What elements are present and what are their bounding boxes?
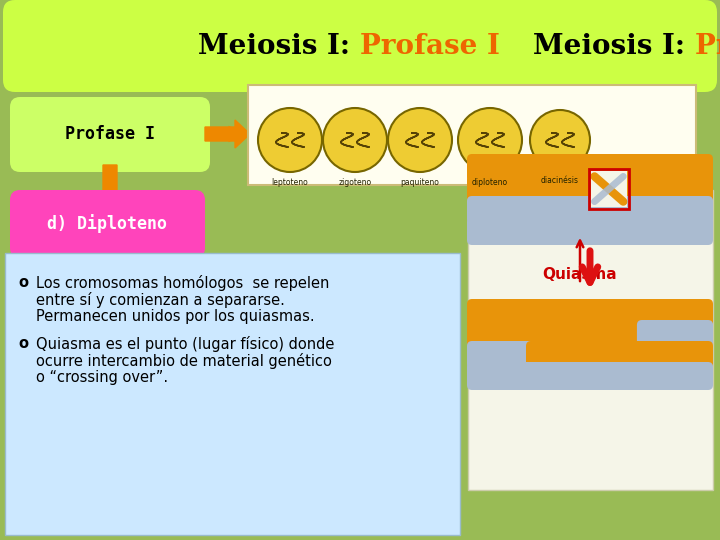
FancyBboxPatch shape	[10, 97, 210, 172]
Text: Profase I: Profase I	[65, 125, 155, 143]
Circle shape	[530, 110, 590, 170]
Circle shape	[258, 108, 322, 172]
FancyBboxPatch shape	[467, 217, 713, 245]
Text: Quiasma es el punto (lugar físico) donde: Quiasma es el punto (lugar físico) donde	[36, 336, 334, 352]
FancyBboxPatch shape	[468, 190, 713, 490]
Circle shape	[388, 108, 452, 172]
Text: leptoteno: leptoteno	[271, 178, 308, 187]
Text: d) Diploteno: d) Diploteno	[47, 214, 167, 233]
Text: Profase I: Profase I	[695, 32, 720, 59]
Bar	[589, 169, 629, 209]
FancyBboxPatch shape	[467, 175, 713, 203]
FancyBboxPatch shape	[248, 85, 696, 185]
Text: diploteno: diploteno	[472, 178, 508, 187]
FancyBboxPatch shape	[5, 253, 460, 535]
Text: zigoteno: zigoteno	[338, 178, 372, 187]
Polygon shape	[92, 165, 128, 215]
Bar	[591, 171, 627, 207]
FancyBboxPatch shape	[526, 341, 713, 369]
Text: paquiteno: paquiteno	[400, 178, 439, 187]
Text: diacinésis: diacinésis	[541, 176, 579, 185]
Circle shape	[323, 108, 387, 172]
Text: Los cromosomas homólogos  se repelen: Los cromosomas homólogos se repelen	[36, 275, 329, 291]
Circle shape	[458, 108, 522, 172]
FancyBboxPatch shape	[467, 154, 713, 182]
Text: entre sí y comienzan a separarse.: entre sí y comienzan a separarse.	[36, 292, 285, 308]
Text: Meiosis I:: Meiosis I:	[199, 32, 360, 59]
Text: Permanecen unidos por los quiasmas.: Permanecen unidos por los quiasmas.	[36, 309, 315, 324]
Text: ocurre intercambio de material genético: ocurre intercambio de material genético	[36, 353, 332, 369]
Polygon shape	[205, 120, 250, 148]
Text: Meiosis I:: Meiosis I:	[534, 32, 695, 59]
FancyBboxPatch shape	[467, 299, 713, 327]
Text: Profase I: Profase I	[360, 32, 500, 59]
FancyBboxPatch shape	[467, 341, 536, 369]
FancyBboxPatch shape	[10, 190, 205, 258]
Text: Quiasma: Quiasma	[543, 267, 617, 282]
FancyBboxPatch shape	[3, 0, 717, 92]
FancyBboxPatch shape	[637, 320, 713, 348]
FancyBboxPatch shape	[467, 320, 647, 348]
FancyBboxPatch shape	[467, 196, 713, 224]
FancyBboxPatch shape	[467, 362, 713, 390]
Text: o: o	[18, 336, 28, 351]
Text: o: o	[18, 275, 28, 290]
Text: o “crossing over”.: o “crossing over”.	[36, 370, 168, 385]
